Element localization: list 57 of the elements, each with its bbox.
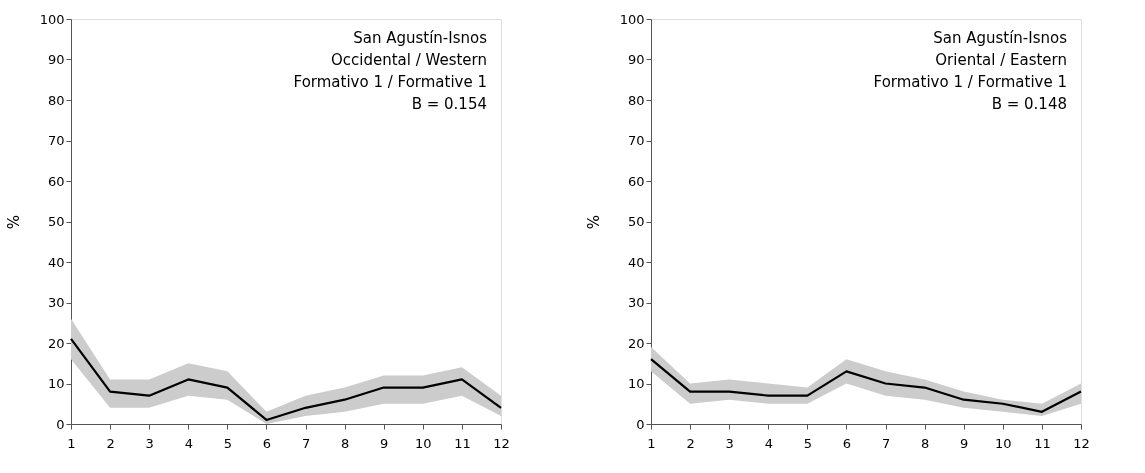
y-tick-label: 100 [619, 11, 645, 27]
annotation: Occidental / Western [330, 51, 487, 69]
x-tick-label: 4 [184, 435, 193, 451]
annotation: B = 0.154 [411, 95, 487, 113]
x-tick-label: 2 [686, 435, 695, 451]
y-tick-label: 40 [47, 254, 65, 270]
y-tick-label: 70 [47, 133, 65, 148]
x-tick-label: 12 [493, 435, 510, 451]
annotation: San Agustín-Isnos [353, 29, 488, 47]
y-tick-label: 10 [47, 376, 65, 391]
x-tick-label: 6 [842, 435, 852, 451]
x-tick-label: 2 [106, 435, 115, 451]
annotation: Formativo 1 / Formative 1 [873, 73, 1067, 91]
y-tick-label: 20 [47, 335, 65, 351]
y-tick-label: 100 [39, 11, 65, 27]
x-tick-label: 7 [881, 435, 891, 451]
x-tick-label: 10 [415, 435, 432, 451]
annotation: Oriental / Eastern [935, 51, 1067, 69]
y-tick-label: 80 [47, 92, 65, 108]
x-tick-label: 8 [341, 435, 350, 451]
y-tick-label: 60 [47, 173, 65, 189]
y-tick-label: 0 [636, 416, 645, 432]
y-tick-label: 20 [627, 335, 645, 351]
y-axis-title: % [4, 214, 23, 230]
y-tick-label: 50 [627, 214, 645, 229]
x-tick-label: 9 [960, 435, 969, 451]
x-tick-label: 3 [725, 435, 734, 451]
y-axis-title: % [584, 214, 603, 230]
y-tick-label: 80 [627, 92, 645, 108]
x-tick-label: 1 [67, 435, 76, 451]
y-tick-label: 90 [627, 52, 645, 67]
annotation: B = 0.148 [991, 95, 1067, 113]
x-tick-label: 12 [1073, 435, 1090, 451]
x-tick-label: 8 [921, 435, 930, 451]
x-tick-label: 4 [764, 435, 773, 451]
x-tick-label: 5 [223, 435, 232, 451]
y-tick-label: 60 [627, 173, 645, 189]
line-series [649, 358, 1083, 413]
x-tick-label: 6 [262, 435, 272, 451]
y-tick-label: 50 [47, 214, 65, 229]
x-tick-label: 1 [647, 435, 656, 451]
annotation: Formativo 1 / Formative 1 [293, 73, 487, 91]
x-tick-label: 3 [145, 435, 154, 451]
y-tick-label: 90 [47, 52, 65, 67]
y-tick-label: 0 [56, 416, 65, 432]
annotation: San Agustín-Isnos [933, 29, 1068, 47]
x-tick-label: 11 [454, 435, 471, 451]
x-tick-label: 9 [380, 435, 389, 451]
y-tick-label: 30 [47, 295, 65, 310]
x-tick-label: 11 [1034, 435, 1051, 451]
x-tick-label: 10 [995, 435, 1012, 451]
y-tick-label: 70 [627, 133, 645, 148]
x-tick-label: 7 [301, 435, 311, 451]
y-tick-label: 10 [627, 376, 645, 391]
x-tick-label: 5 [803, 435, 812, 451]
y-tick-label: 30 [627, 295, 645, 310]
y-tick-label: 40 [627, 254, 645, 270]
